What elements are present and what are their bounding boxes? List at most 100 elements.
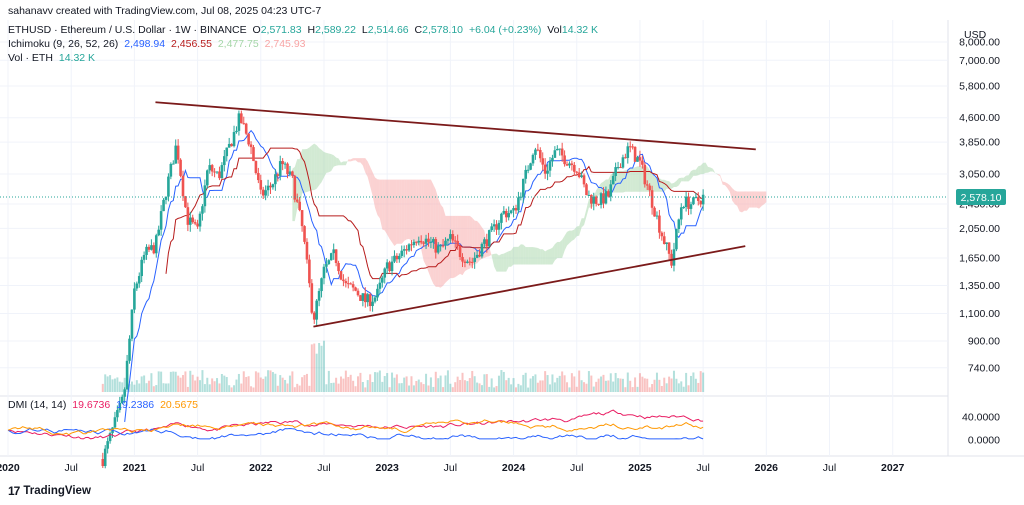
candle-body	[660, 232, 664, 237]
volume-bar	[463, 380, 466, 392]
cloud-segment	[411, 179, 414, 241]
candle-body	[213, 171, 216, 173]
candle-body	[665, 242, 668, 245]
candle-body	[130, 309, 134, 339]
candle-body	[529, 163, 532, 170]
volume-bar	[512, 378, 515, 392]
volume-bar	[279, 375, 282, 392]
volume-bar	[578, 370, 581, 392]
cloud-segment	[637, 166, 640, 192]
candle-body	[381, 277, 384, 283]
price-tick-label: 7,000.00	[959, 55, 1000, 67]
cloud-segment	[712, 168, 716, 174]
volume-bar	[658, 379, 661, 392]
volume-bar	[587, 371, 590, 392]
candle-body	[325, 264, 328, 267]
cloud-segment	[615, 170, 619, 193]
volume-bar	[400, 383, 403, 392]
cloud-segment	[545, 249, 548, 265]
volume-bar	[157, 371, 160, 392]
tradingview-logo[interactable]: 17 TradingView	[8, 484, 91, 498]
volume-bar	[641, 376, 644, 392]
volume-bar	[563, 375, 566, 392]
price-tick-label: 4,600.00	[959, 112, 1000, 124]
candle-body	[587, 194, 591, 196]
volume-bar	[130, 381, 133, 392]
cloud-segment	[720, 174, 723, 185]
cloud-segment	[345, 159, 349, 166]
candle-body	[480, 243, 484, 257]
trendlines[interactable]	[155, 101, 756, 328]
volume-bar	[203, 384, 206, 392]
time-tick-label: Jul	[317, 462, 330, 474]
candle-body	[366, 294, 370, 303]
cloud-segment	[698, 165, 701, 176]
dmi-adx-value: 20.5675	[160, 399, 199, 411]
trendline-upper[interactable]	[155, 101, 756, 151]
cloud-segment	[703, 162, 706, 175]
candle-body	[398, 255, 401, 260]
candle-body	[417, 240, 421, 243]
candle-body	[548, 161, 552, 171]
volume-bar	[230, 387, 233, 392]
candle-body	[577, 172, 581, 178]
candle-body	[449, 234, 452, 239]
last-price-badge[interactable]	[956, 188, 1006, 205]
volume-bar	[361, 381, 364, 392]
volume-bar	[271, 372, 274, 392]
volume-bar	[116, 377, 119, 392]
candle-body	[274, 174, 277, 185]
cloud-segment	[428, 179, 431, 279]
volume-bar	[451, 387, 454, 392]
price-tick-label: 1,650.00	[959, 253, 1000, 265]
cloud-segment	[639, 166, 643, 192]
volume-bar	[485, 374, 488, 392]
cloud-segment	[540, 249, 543, 265]
volume-bar	[580, 380, 583, 392]
cloud-segment	[557, 241, 560, 258]
candle-body	[259, 180, 263, 190]
candle-body	[456, 240, 459, 246]
cloud-segment	[501, 253, 504, 272]
volume-bar	[250, 386, 253, 392]
candle-body	[500, 213, 503, 223]
candle-body	[434, 239, 438, 253]
cloud-segment	[319, 148, 322, 186]
time-tick-label: 2024	[502, 462, 526, 474]
volume-bar	[490, 378, 493, 392]
cloud-segment	[421, 179, 424, 261]
candle-body	[210, 165, 214, 172]
cloud-segment	[751, 191, 755, 208]
candle-body	[487, 230, 491, 247]
cloud-segment	[435, 189, 439, 287]
cloud-segment	[367, 161, 371, 187]
candle-body	[363, 293, 367, 303]
volume-bar	[369, 374, 372, 392]
volume-bar	[527, 387, 530, 392]
candle-body	[264, 190, 267, 196]
volume-bar	[121, 382, 124, 392]
candle-body	[361, 293, 365, 301]
cloud-segment	[311, 143, 315, 191]
volume-bar	[169, 371, 172, 392]
cloud-segment	[513, 246, 516, 265]
cloud-segment	[382, 179, 385, 231]
volume-bar	[332, 382, 335, 392]
volume-bar	[315, 353, 318, 392]
volume-bar	[291, 371, 294, 392]
cloud-segment	[299, 149, 303, 208]
candle-body	[351, 284, 355, 288]
cloud-segment	[605, 179, 609, 193]
trendline-lower[interactable]	[313, 245, 746, 328]
cloud-segment	[355, 158, 358, 163]
candle-body	[701, 194, 705, 205]
volume-bar	[466, 381, 469, 392]
cloud-segment	[392, 179, 395, 246]
volume-bar	[517, 383, 520, 392]
close-value: 2,578.10	[422, 24, 464, 36]
cloud-segment	[515, 246, 519, 265]
currency-label[interactable]: USD	[964, 29, 987, 41]
volume-bar	[167, 383, 170, 392]
candle-body	[342, 279, 345, 282]
